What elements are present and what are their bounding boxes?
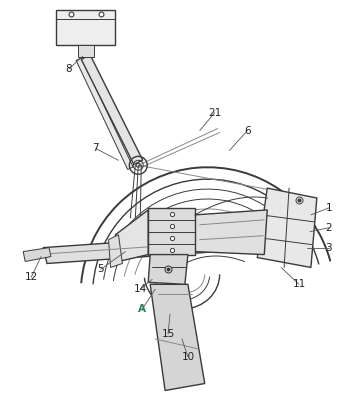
- Text: 5: 5: [97, 264, 104, 274]
- Text: 15: 15: [161, 329, 175, 339]
- Polygon shape: [78, 45, 94, 57]
- Text: 8: 8: [65, 64, 72, 74]
- Polygon shape: [148, 254, 188, 284]
- Text: 1: 1: [325, 203, 332, 213]
- Polygon shape: [81, 55, 143, 164]
- Text: 7: 7: [92, 144, 99, 154]
- Polygon shape: [257, 188, 317, 268]
- Text: 3: 3: [325, 243, 332, 253]
- Text: 11: 11: [292, 279, 306, 289]
- Text: 2: 2: [325, 223, 332, 233]
- Text: 14: 14: [134, 284, 147, 294]
- Polygon shape: [116, 210, 148, 262]
- Polygon shape: [23, 248, 51, 262]
- Text: A: A: [138, 304, 146, 314]
- Polygon shape: [76, 58, 133, 170]
- Text: 10: 10: [181, 352, 195, 362]
- Polygon shape: [43, 236, 218, 264]
- Text: 12: 12: [24, 272, 38, 282]
- Polygon shape: [195, 210, 267, 254]
- Polygon shape: [56, 10, 116, 45]
- Polygon shape: [148, 208, 195, 254]
- Text: 21: 21: [208, 108, 221, 118]
- Polygon shape: [150, 284, 205, 390]
- Polygon shape: [109, 235, 122, 268]
- Text: 6: 6: [244, 126, 251, 136]
